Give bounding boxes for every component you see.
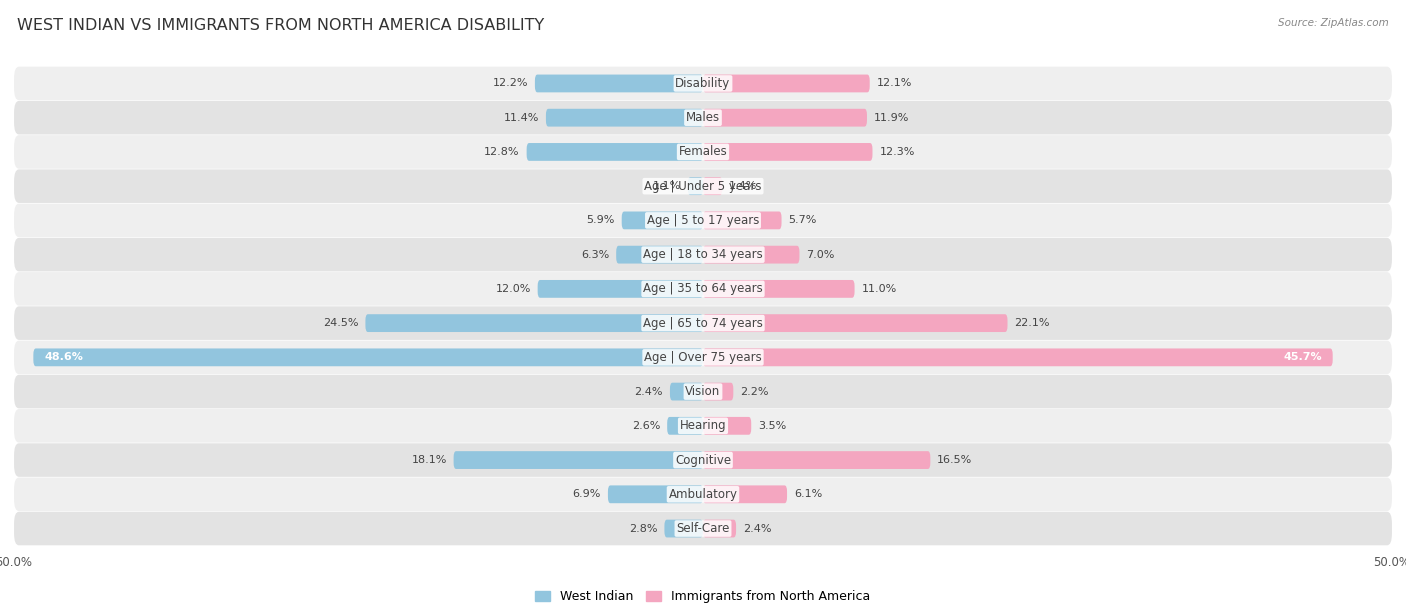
FancyBboxPatch shape <box>14 204 1392 237</box>
FancyBboxPatch shape <box>14 512 1392 545</box>
Text: Age | 5 to 17 years: Age | 5 to 17 years <box>647 214 759 227</box>
Text: 11.9%: 11.9% <box>875 113 910 122</box>
Text: 11.0%: 11.0% <box>862 284 897 294</box>
Text: 48.6%: 48.6% <box>45 353 83 362</box>
FancyBboxPatch shape <box>703 382 734 400</box>
Text: Age | Under 5 years: Age | Under 5 years <box>644 180 762 193</box>
Text: 6.3%: 6.3% <box>581 250 609 259</box>
Text: Cognitive: Cognitive <box>675 453 731 466</box>
Text: 5.9%: 5.9% <box>586 215 614 225</box>
Text: 2.6%: 2.6% <box>631 421 661 431</box>
FancyBboxPatch shape <box>14 307 1392 340</box>
FancyBboxPatch shape <box>665 520 703 537</box>
Text: Females: Females <box>679 146 727 159</box>
Text: Source: ZipAtlas.com: Source: ZipAtlas.com <box>1278 18 1389 28</box>
Text: WEST INDIAN VS IMMIGRANTS FROM NORTH AMERICA DISABILITY: WEST INDIAN VS IMMIGRANTS FROM NORTH AME… <box>17 18 544 34</box>
Text: Disability: Disability <box>675 77 731 90</box>
FancyBboxPatch shape <box>546 109 703 127</box>
Text: 1.1%: 1.1% <box>652 181 681 191</box>
Text: Ambulatory: Ambulatory <box>668 488 738 501</box>
FancyBboxPatch shape <box>454 451 703 469</box>
Text: 6.9%: 6.9% <box>572 490 600 499</box>
Text: 18.1%: 18.1% <box>412 455 447 465</box>
Text: 7.0%: 7.0% <box>807 250 835 259</box>
FancyBboxPatch shape <box>703 143 873 161</box>
Text: 12.1%: 12.1% <box>876 78 912 89</box>
FancyBboxPatch shape <box>14 135 1392 169</box>
FancyBboxPatch shape <box>703 75 870 92</box>
Text: 12.3%: 12.3% <box>879 147 915 157</box>
FancyBboxPatch shape <box>14 341 1392 374</box>
FancyBboxPatch shape <box>703 520 737 537</box>
Text: Hearing: Hearing <box>679 419 727 432</box>
FancyBboxPatch shape <box>703 348 1333 366</box>
FancyBboxPatch shape <box>14 409 1392 442</box>
FancyBboxPatch shape <box>14 238 1392 271</box>
FancyBboxPatch shape <box>366 314 703 332</box>
FancyBboxPatch shape <box>703 212 782 230</box>
FancyBboxPatch shape <box>14 443 1392 477</box>
FancyBboxPatch shape <box>14 101 1392 135</box>
FancyBboxPatch shape <box>14 477 1392 511</box>
Text: 5.7%: 5.7% <box>789 215 817 225</box>
FancyBboxPatch shape <box>607 485 703 503</box>
Legend: West Indian, Immigrants from North America: West Indian, Immigrants from North Ameri… <box>530 585 876 608</box>
Text: 6.1%: 6.1% <box>794 490 823 499</box>
Text: 2.4%: 2.4% <box>634 387 664 397</box>
FancyBboxPatch shape <box>534 75 703 92</box>
Text: 45.7%: 45.7% <box>1284 353 1322 362</box>
Text: 12.8%: 12.8% <box>484 147 520 157</box>
Text: 3.5%: 3.5% <box>758 421 786 431</box>
FancyBboxPatch shape <box>669 382 703 400</box>
FancyBboxPatch shape <box>703 451 931 469</box>
FancyBboxPatch shape <box>703 246 800 264</box>
Text: Age | 18 to 34 years: Age | 18 to 34 years <box>643 248 763 261</box>
Text: 12.0%: 12.0% <box>495 284 531 294</box>
Text: 22.1%: 22.1% <box>1014 318 1050 328</box>
Text: 11.4%: 11.4% <box>503 113 538 122</box>
FancyBboxPatch shape <box>703 314 1008 332</box>
FancyBboxPatch shape <box>703 109 868 127</box>
FancyBboxPatch shape <box>537 280 703 298</box>
Text: Age | 35 to 64 years: Age | 35 to 64 years <box>643 282 763 296</box>
Text: 1.4%: 1.4% <box>730 181 758 191</box>
FancyBboxPatch shape <box>14 170 1392 203</box>
FancyBboxPatch shape <box>703 417 751 435</box>
Text: 12.2%: 12.2% <box>492 78 529 89</box>
Text: 2.8%: 2.8% <box>628 523 658 534</box>
FancyBboxPatch shape <box>14 272 1392 305</box>
Text: Age | Over 75 years: Age | Over 75 years <box>644 351 762 364</box>
FancyBboxPatch shape <box>621 212 703 230</box>
FancyBboxPatch shape <box>616 246 703 264</box>
Text: 2.2%: 2.2% <box>740 387 769 397</box>
FancyBboxPatch shape <box>703 177 723 195</box>
Text: 24.5%: 24.5% <box>323 318 359 328</box>
FancyBboxPatch shape <box>703 280 855 298</box>
Text: 2.4%: 2.4% <box>742 523 772 534</box>
FancyBboxPatch shape <box>688 177 703 195</box>
Text: Self-Care: Self-Care <box>676 522 730 535</box>
Text: Males: Males <box>686 111 720 124</box>
FancyBboxPatch shape <box>34 348 703 366</box>
FancyBboxPatch shape <box>14 67 1392 100</box>
Text: Vision: Vision <box>685 385 721 398</box>
FancyBboxPatch shape <box>527 143 703 161</box>
FancyBboxPatch shape <box>668 417 703 435</box>
Text: Age | 65 to 74 years: Age | 65 to 74 years <box>643 316 763 330</box>
Text: 16.5%: 16.5% <box>938 455 973 465</box>
FancyBboxPatch shape <box>703 485 787 503</box>
FancyBboxPatch shape <box>14 375 1392 408</box>
